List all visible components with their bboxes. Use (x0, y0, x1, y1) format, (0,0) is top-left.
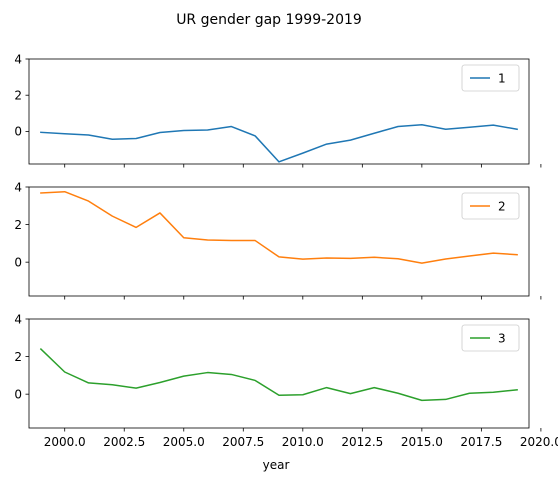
y-tick-label: 2 (14, 218, 22, 232)
series-line-3 (41, 349, 517, 400)
chart-title: UR gender gap 1999-2019 (176, 12, 362, 28)
axes-frame (29, 187, 529, 296)
legend-label: 1 (498, 71, 506, 85)
subplot-2: 0 2 4 2 (14, 180, 541, 299)
subplot-3: 0 2 4 2000.0 2002.5 2005.0 2007.5 2010.0 2012.5 2… (14, 312, 558, 449)
x-tick-label: 2000.0 (44, 435, 86, 449)
x-tick-label: 2005.0 (163, 435, 205, 449)
axes-frame (29, 319, 529, 428)
y-tick-label: 2 (14, 89, 22, 103)
x-tick-label: 2015.0 (401, 435, 443, 449)
legend: 3 (462, 325, 519, 351)
y-tick-label: 4 (14, 312, 22, 326)
legend-label: 3 (498, 331, 506, 345)
y-tick-label: 0 (14, 255, 22, 269)
subplot-panels: 0 2 4 1 0 2 4 2 0 2 4 2000.0 2002.5 2005.0 2007.5 2010.… (14, 52, 558, 449)
series-line-2 (41, 192, 517, 263)
y-tick-label: 0 (14, 125, 22, 139)
x-tick-label: 2010.0 (282, 435, 324, 449)
x-tick-label: 2007.5 (222, 435, 264, 449)
legend: 1 (462, 65, 519, 91)
y-tick-label: 0 (14, 387, 22, 401)
x-tick-label: 2012.5 (341, 435, 383, 449)
legend-label: 2 (498, 199, 506, 213)
y-tick-label: 4 (14, 180, 22, 194)
x-tick-label: 2017.5 (460, 435, 502, 449)
y-tick-label: 2 (14, 350, 22, 364)
y-tick-label: 4 (14, 52, 22, 66)
x-tick-label: 2002.5 (103, 435, 145, 449)
legend: 2 (462, 193, 519, 219)
x-axis-label: year (263, 458, 290, 472)
subplot-1: 0 2 4 1 (14, 52, 541, 167)
x-tick-label: 2020.0 (520, 435, 558, 449)
axes-frame (29, 59, 529, 164)
